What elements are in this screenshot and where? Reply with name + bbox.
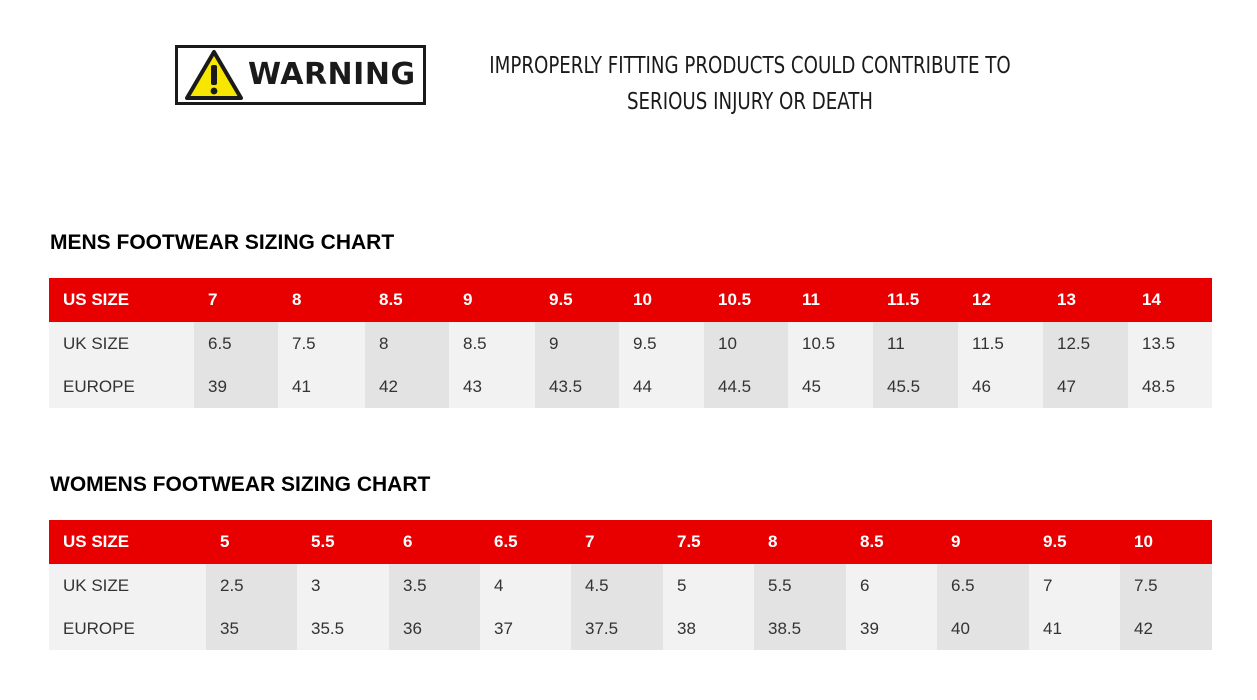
size-cell: 39 (194, 365, 278, 408)
us-size-cell: 14 (1128, 278, 1212, 322)
womens-header-row: US SIZE 5 5.5 6 6.5 7 7.5 8 8.5 9 9.5 10 (49, 520, 1212, 564)
warning-message: IMPROPERLY FITTING PRODUCTS COULD CONTRI… (477, 48, 1023, 120)
warning-label: WARNING (248, 57, 416, 92)
size-cell: 2.5 (206, 564, 297, 607)
size-cell: 4 (480, 564, 571, 607)
size-cell: 45.5 (873, 365, 958, 408)
size-cell: 9 (535, 322, 619, 365)
table-row: EUROPE 35 35.5 36 37 37.5 38 38.5 39 40 41 42 (49, 607, 1212, 650)
us-size-cell: 9.5 (1029, 520, 1120, 564)
size-cell: 48.5 (1128, 365, 1212, 408)
us-size-cell: 5.5 (297, 520, 389, 564)
mens-chart-title: MENS FOOTWEAR SIZING CHART (50, 231, 395, 254)
size-cell: 35.5 (297, 607, 389, 650)
row-label-cell: EUROPE (49, 365, 194, 408)
size-cell: 37 (480, 607, 571, 650)
size-cell: 4.5 (571, 564, 663, 607)
warning-message-line1: IMPROPERLY FITTING PRODUCTS COULD CONTRI… (489, 53, 1011, 79)
size-cell: 6.5 (937, 564, 1029, 607)
us-size-cell: 6.5 (480, 520, 571, 564)
size-cell: 35 (206, 607, 297, 650)
size-cell: 43.5 (535, 365, 619, 408)
size-cell: 5 (663, 564, 754, 607)
size-cell: 38 (663, 607, 754, 650)
size-cell: 6.5 (194, 322, 278, 365)
us-size-cell: 11.5 (873, 278, 958, 322)
row-label-cell: UK SIZE (49, 322, 194, 365)
row-label-cell: EUROPE (49, 607, 206, 650)
us-size-cell: 9 (449, 278, 535, 322)
us-size-cell: 7.5 (663, 520, 754, 564)
size-cell: 41 (278, 365, 365, 408)
size-cell: 39 (846, 607, 937, 650)
size-cell: 9.5 (619, 322, 704, 365)
size-cell: 11 (873, 322, 958, 365)
row-label-cell: UK SIZE (49, 564, 206, 607)
size-cell: 12.5 (1043, 322, 1128, 365)
size-cell: 5.5 (754, 564, 846, 607)
size-cell: 44.5 (704, 365, 788, 408)
size-cell: 8 (365, 322, 449, 365)
us-size-cell: 13 (1043, 278, 1128, 322)
warning-badge: WARNING (175, 45, 426, 105)
header-label-cell: US SIZE (49, 278, 194, 322)
womens-chart-title: WOMENS FOOTWEAR SIZING CHART (50, 473, 431, 496)
size-cell: 7.5 (278, 322, 365, 365)
us-size-cell: 6 (389, 520, 480, 564)
size-cell: 10 (704, 322, 788, 365)
size-cell: 37.5 (571, 607, 663, 650)
us-size-cell: 10.5 (704, 278, 788, 322)
size-cell: 42 (1120, 607, 1212, 650)
us-size-cell: 8 (278, 278, 365, 322)
us-size-cell: 11 (788, 278, 873, 322)
size-cell: 44 (619, 365, 704, 408)
size-cell: 7.5 (1120, 564, 1212, 607)
size-cell: 10.5 (788, 322, 873, 365)
size-cell: 43 (449, 365, 535, 408)
us-size-cell: 9.5 (535, 278, 619, 322)
us-size-cell: 12 (958, 278, 1043, 322)
mens-header-row: US SIZE 7 8 8.5 9 9.5 10 10.5 11 11.5 12 13 14 (49, 278, 1212, 322)
header-label-cell: US SIZE (49, 520, 206, 564)
size-cell: 42 (365, 365, 449, 408)
us-size-cell: 5 (206, 520, 297, 564)
us-size-cell: 8.5 (365, 278, 449, 322)
size-cell: 41 (1029, 607, 1120, 650)
table-row: UK SIZE 2.5 3 3.5 4 4.5 5 5.5 6 6.5 7 7.5 (49, 564, 1212, 607)
size-cell: 47 (1043, 365, 1128, 408)
size-cell: 6 (846, 564, 937, 607)
size-cell: 13.5 (1128, 322, 1212, 365)
size-cell: 36 (389, 607, 480, 650)
size-cell: 45 (788, 365, 873, 408)
womens-sizing-table: US SIZE 5 5.5 6 6.5 7 7.5 8 8.5 9 9.5 10 UK SIZE 2.5… (49, 520, 1212, 650)
size-cell: 40 (937, 607, 1029, 650)
table-row: EUROPE 39 41 42 43 43.5 44 44.5 45 45.5 46 47 48.5 (49, 365, 1212, 408)
mens-sizing-table: US SIZE 7 8 8.5 9 9.5 10 10.5 11 11.5 12 13 14 UK SI… (49, 278, 1212, 408)
us-size-cell: 7 (194, 278, 278, 322)
us-size-cell: 8.5 (846, 520, 937, 564)
size-cell: 7 (1029, 564, 1120, 607)
size-cell: 3 (297, 564, 389, 607)
warning-message-line2: SERIOUS INJURY OR DEATH (626, 89, 874, 115)
us-size-cell: 8 (754, 520, 846, 564)
us-size-cell: 7 (571, 520, 663, 564)
size-cell: 3.5 (389, 564, 480, 607)
us-size-cell: 10 (1120, 520, 1212, 564)
table-row: UK SIZE 6.5 7.5 8 8.5 9 9.5 10 10.5 11 11.5 12.5 13.… (49, 322, 1212, 365)
warning-triangle-icon (185, 50, 243, 100)
size-cell: 46 (958, 365, 1043, 408)
us-size-cell: 9 (937, 520, 1029, 564)
size-cell: 38.5 (754, 607, 846, 650)
size-cell: 8.5 (449, 322, 535, 365)
us-size-cell: 10 (619, 278, 704, 322)
size-cell: 11.5 (958, 322, 1043, 365)
